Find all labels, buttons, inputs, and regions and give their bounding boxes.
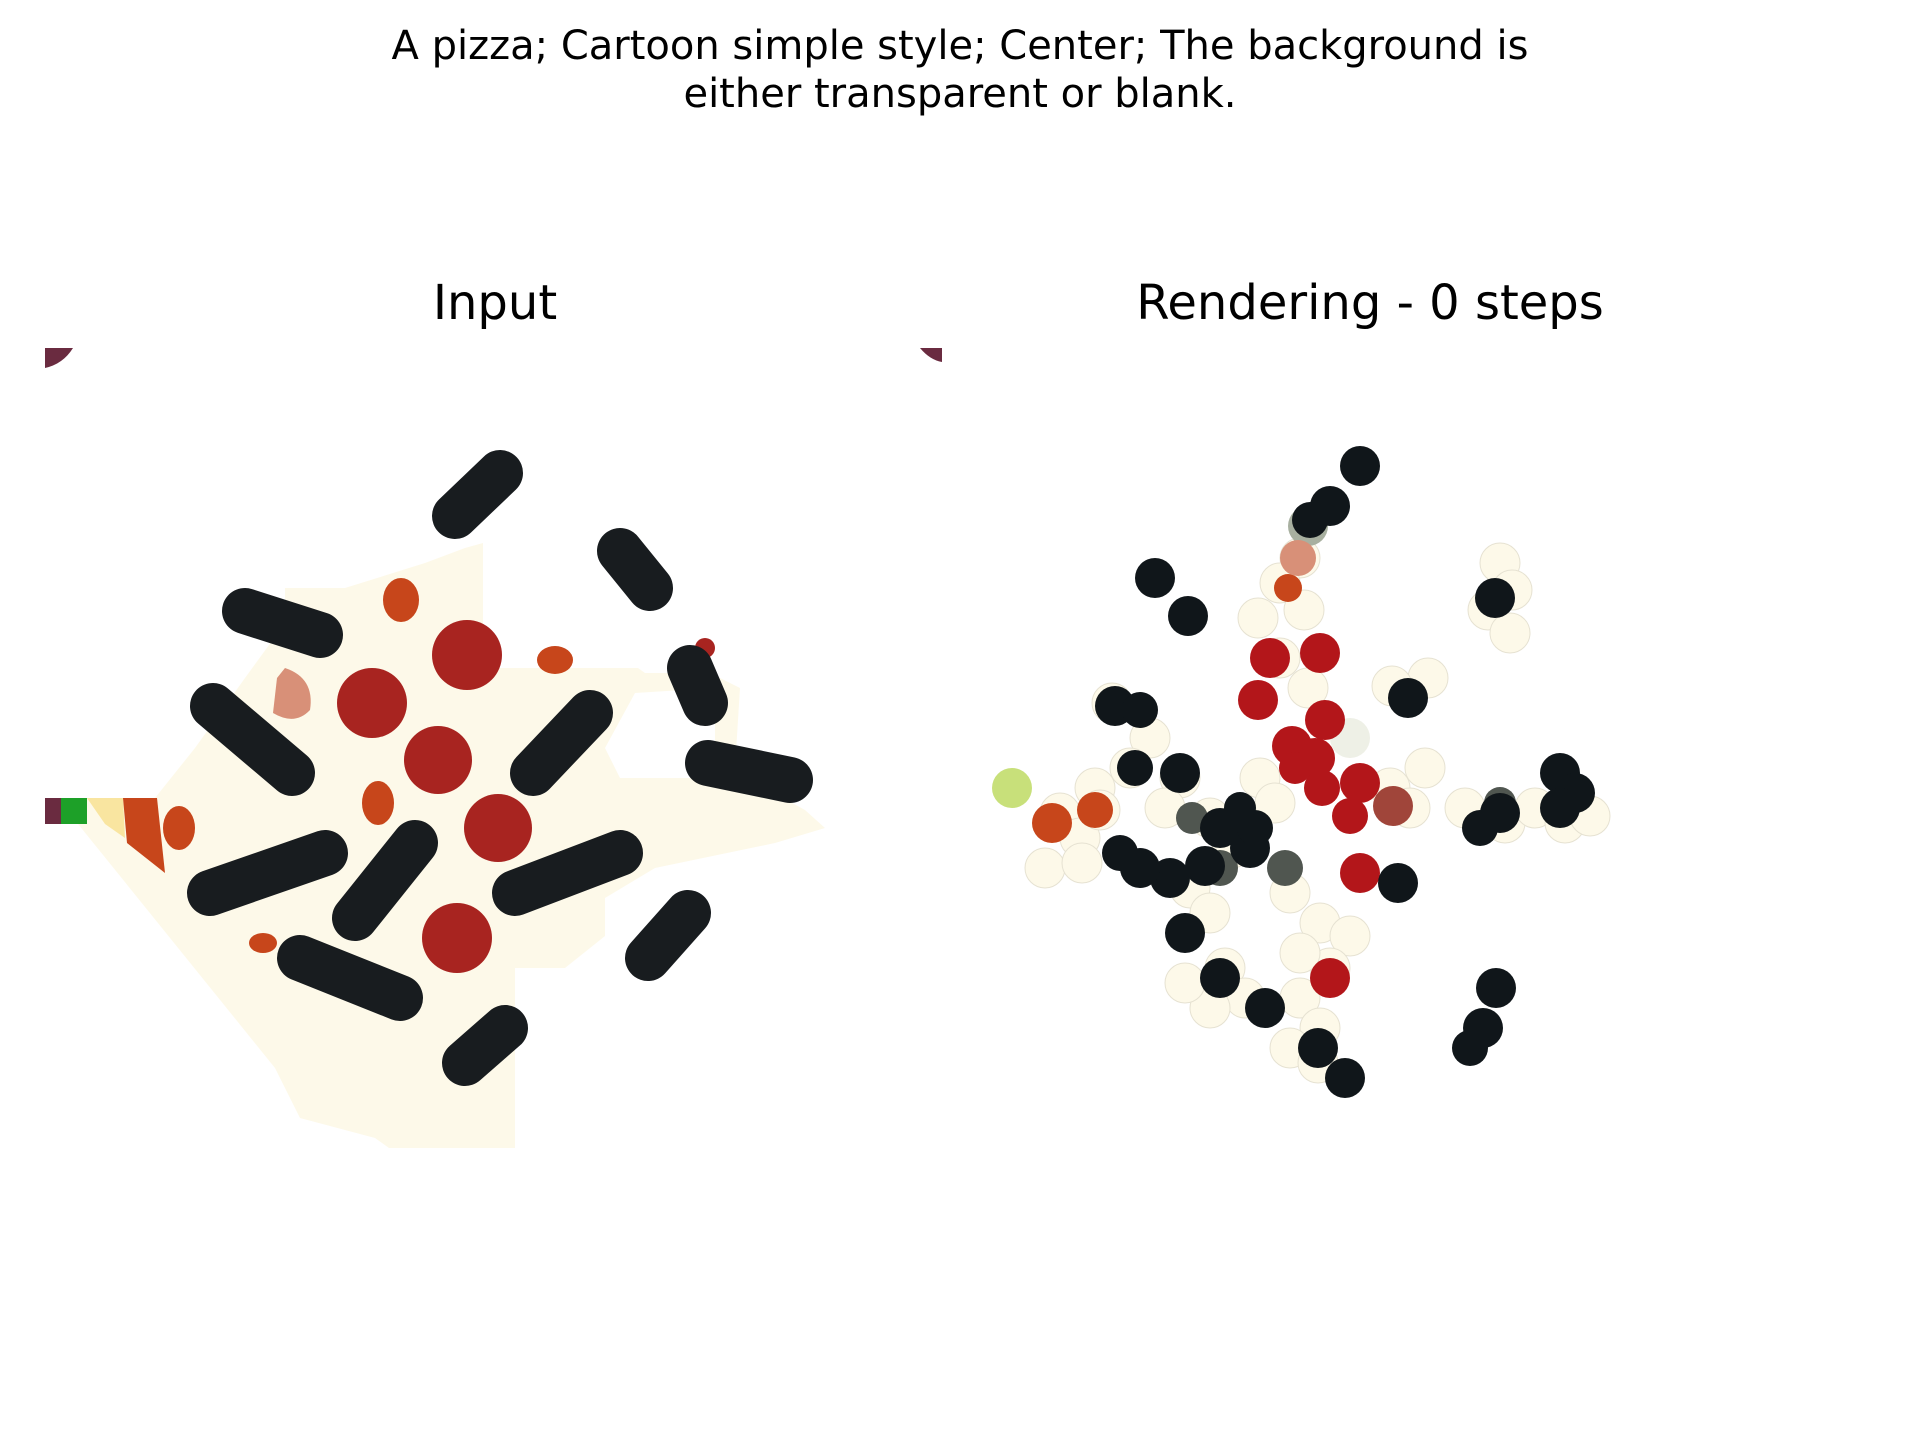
olive-strip-group (187, 450, 813, 1086)
input-panel: Input (45, 270, 945, 1150)
input-panel-title: Input (432, 275, 558, 331)
maroon-corner-shape (45, 348, 73, 368)
crust-stripe-yellow (87, 798, 125, 838)
input-pizza-image (45, 348, 825, 1148)
red-blob-group (1238, 633, 1380, 998)
figure-suptitle: A pizza; Cartoon simple style; Center; T… (391, 23, 1529, 117)
crust-stripe-orange (123, 798, 165, 873)
crust-stripe-maroon (45, 798, 61, 824)
pepperoni-group (337, 620, 715, 973)
rendering-panel: Rendering - 0 steps (920, 270, 1820, 1150)
light-green-blob (992, 768, 1032, 808)
brown-red-blob (1373, 786, 1413, 826)
salmon-blob (1280, 540, 1316, 576)
rendering-splat-image (920, 348, 1611, 1098)
cheese-body (57, 543, 825, 1148)
black-blob-group (1095, 446, 1595, 1098)
orange-blob-group (1032, 574, 1302, 843)
salmon-topping (273, 668, 311, 719)
maroon-corner-shape (920, 348, 942, 362)
crust-stripe-green (61, 798, 87, 824)
rendering-panel-title: Rendering - 0 steps (1136, 275, 1604, 331)
orange-topping-group (163, 578, 573, 953)
